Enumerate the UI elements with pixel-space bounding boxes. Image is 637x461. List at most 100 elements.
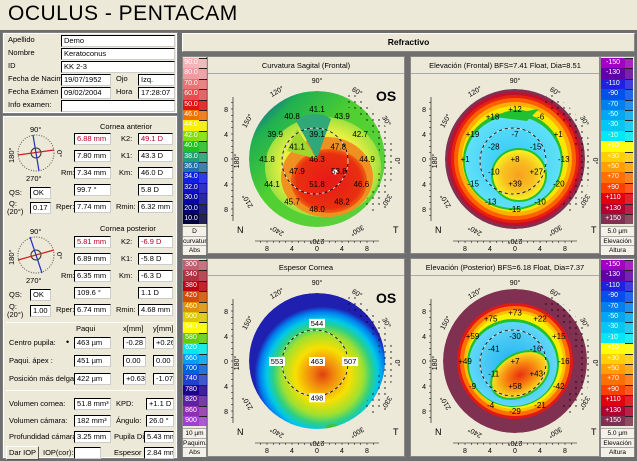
map-value: 43.9 [334, 112, 350, 121]
ojo-field[interactable]: Izq. [138, 74, 175, 86]
scale-ticks [199, 68, 207, 79]
x-tick-label: 8 [265, 246, 269, 253]
scale-band: +110 [601, 193, 625, 204]
scale-ticks [199, 110, 207, 121]
thinnest-label: Posición más delgada [9, 374, 75, 383]
info-field[interactable] [61, 100, 175, 112]
pupila: 5.43 mm [144, 431, 174, 443]
scale-band: 820 [183, 395, 199, 406]
y-tick-label: 0 [422, 157, 426, 164]
posterior-q-label: Q: [9, 302, 17, 311]
scale-band: 460 [183, 301, 199, 312]
map-panel-elevation-front[interactable]: Elevación (Frontal) BFS=7.41 Float, Dia=… [410, 56, 600, 254]
scale-band: -150 [601, 58, 625, 69]
compass-90: 90° [30, 227, 41, 236]
hora-label: Hora [116, 87, 133, 96]
map-value: 40.8 [284, 112, 300, 121]
scale-band: 34.0 [183, 172, 199, 183]
col-paqui: Paqui [76, 324, 96, 333]
vol-camara-label: Volumen cámara: [9, 416, 68, 425]
map-value: 48.0 [309, 205, 325, 214]
nacim-field[interactable]: 19/07/1952 [61, 74, 111, 86]
y-tick-label: 8 [422, 409, 426, 416]
examen-label: Fecha Exámen [8, 87, 59, 96]
angle-label: 150° [241, 113, 255, 130]
pupil-center-y: +0.26 [153, 337, 174, 349]
kpd-label: KPD: [116, 399, 134, 408]
col-x: x[mm] [123, 324, 144, 333]
map-panel-pachymetry[interactable]: Espesor Cornea 544 553 463 507 498 90° 60° 30° 0… [207, 258, 405, 457]
scale-band: +30 [601, 151, 625, 162]
x-tick-label: 8 [365, 246, 369, 253]
map-value: 46.6 [354, 180, 370, 189]
scale-ticks [199, 332, 207, 344]
scale-ticks [625, 405, 633, 416]
map-value: 51.8 [309, 180, 325, 189]
map-title: Elevación (Posterior) BFS=6.18 Float, Di… [411, 259, 599, 276]
curvature-color-scale[interactable]: 90.0 80.0 70.0 60.0 50.0 46.0 44.0 42.0 40.0 38.0… [182, 56, 210, 255]
scale-ticks [199, 280, 207, 292]
scale-ticks [199, 151, 207, 162]
y-tick-label: 4 [422, 182, 426, 189]
posterior-axis-compass: 90° 270° 0° 180° [8, 227, 64, 285]
scale-band: -130 [601, 270, 625, 281]
elevation-back-color-scale[interactable]: -150 -130 -110 -90 -70 -50 -30 -10 +10 +30 +50 +70 +… [600, 258, 635, 457]
y-tick-label: 4 [224, 182, 228, 189]
dar-iop-button[interactable]: Dar IOP [6, 446, 39, 460]
x-tick-label: 0 [513, 246, 517, 253]
angle-label: 210° [439, 193, 453, 210]
scale-ticks [625, 110, 633, 121]
map-value: +59 [466, 332, 480, 341]
curvature-map[interactable]: 41.1 40.8 43.9 39.9 39.1 42.7 41.1 47.8 41.8 46.3… [208, 75, 404, 253]
y-tick-label: 8 [422, 309, 426, 316]
y-tick-label: 4 [224, 132, 228, 139]
scale-ticks [625, 89, 633, 100]
elevation-back-map[interactable]: +73 +75 +22 +59 -30 +15 -41 -16 +49 +7 -16 -11 +43 -9… [411, 277, 599, 456]
nombre-label: Nombre [8, 48, 35, 57]
posterior-axis: 109.6 ° [74, 287, 111, 299]
map-value: 544 [311, 319, 324, 328]
x-tick-label: 4 [538, 448, 542, 455]
map-value: -6 [537, 113, 545, 122]
examen-field[interactable]: 09/02/2004 [61, 87, 111, 99]
scale-band: 70.0 [183, 78, 199, 90]
x-tick-label: 4 [488, 246, 492, 253]
map-panel-elevation-back[interactable]: Elevación (Posterior) BFS=6.18 Float, Di… [410, 258, 600, 457]
elevation-front-color-scale[interactable]: -150 -130 -110 -90 -70 -50 -30 -10 +10 +30 +50 +70 +… [600, 56, 635, 255]
map-value: 47.9 [289, 167, 305, 176]
posterior-rmin-label: Rmin: [116, 305, 136, 314]
scale-band: 42.0 [183, 130, 199, 142]
scale-unit: 5.0 µm [601, 428, 634, 438]
elevation-front-map[interactable]: +12 +18 -6 +19 -7 +1 -28 -15 +1 +8 -13 -10 +27 -15 +39… [411, 75, 599, 253]
nombre-field[interactable]: Keratoconus [61, 48, 175, 60]
temporal-label: T [591, 427, 597, 437]
pupil-center-paqui: 463 µm [74, 337, 111, 349]
anterior-rm-label: Rm: [61, 168, 75, 177]
scale-band: -10 [601, 332, 625, 344]
apellido-field[interactable]: Demo [61, 35, 175, 47]
iop-field[interactable] [74, 447, 101, 459]
espesor: 2.84 mm [144, 447, 174, 459]
posterior-k1: -5.8 D [138, 253, 173, 265]
posterior-rper-label: Rper: [56, 305, 75, 314]
angle-label: 120° [269, 85, 286, 99]
scale-ticks [199, 203, 207, 214]
keratometry-panel: 90° 270° 0° 180° Cornea anterior 6.88 mm… [2, 115, 178, 460]
id-field[interactable]: KK 2-3 [61, 61, 175, 73]
angle-label: 240° [269, 425, 286, 439]
hora-field[interactable]: 17:28:07 [138, 87, 175, 99]
map-panel-curvature[interactable]: Curvatura Sagital (Frontal) 41.1 40.8 43.9… [207, 56, 405, 254]
scale-band: 580 [183, 332, 199, 344]
scale-ticks [199, 374, 207, 385]
scale-ticks [625, 301, 633, 312]
scale-band: -50 [601, 312, 625, 323]
scale-band: 700 [183, 364, 199, 375]
compass-270: 270° [26, 174, 42, 183]
pupila-label: Pupila Dia [114, 432, 149, 441]
pachymetry-color-scale[interactable]: 300 340 380 420 460 500 540 580 620 660 700 740 780 8… [182, 258, 207, 457]
scale-ticks [199, 291, 207, 302]
angle-label: 90° [312, 279, 323, 287]
y-tick-label: 8 [422, 207, 426, 214]
scale-ticks [625, 322, 633, 333]
